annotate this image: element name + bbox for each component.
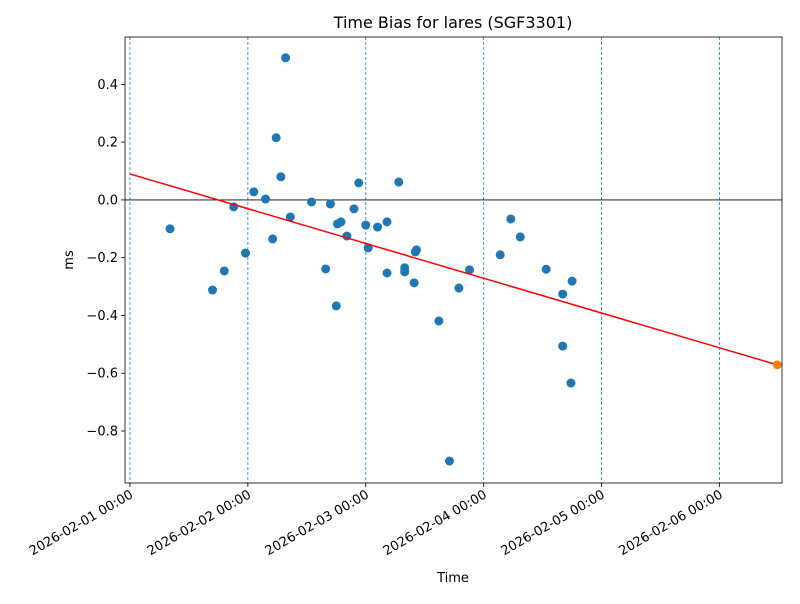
data-point [454,283,464,293]
x-tick-label: 2026-02-06 00:00 [617,487,726,559]
data-point [558,289,568,299]
y-tick-label: −0.6 [86,367,118,382]
y-tick-label: −0.8 [86,425,118,440]
y-axis-label: ms [62,250,77,270]
data-point [331,301,341,311]
data-point [325,199,335,209]
x-tick-label: 2026-02-02 00:00 [145,487,254,559]
x-tick-label: 2026-02-03 00:00 [263,487,372,559]
data-point [382,217,392,227]
data-point [567,276,577,286]
data-point [400,267,410,277]
data-point [219,266,229,276]
fit-line [129,173,778,366]
y-tick-label: 0.0 [97,193,118,208]
data-point [241,248,251,258]
data-point [276,172,286,182]
data-point [271,133,281,143]
y-tick-label: 0.4 [97,78,118,93]
x-tick-label: 2026-02-05 00:00 [499,487,608,559]
data-point [495,250,505,260]
data-point [207,285,217,295]
axes-frame [124,36,783,484]
x-axis-label: Time [436,571,469,586]
data-point [566,378,576,388]
chart-title: Time Bias for lares (SGF3301) [333,13,573,32]
x-tick-label: 2026-02-01 00:00 [27,487,136,559]
data-point [394,177,404,187]
prediction-point [772,360,782,370]
data-point [261,194,271,204]
data-point [321,264,331,274]
data-point [411,245,421,255]
data-point [361,220,371,230]
data-point [515,232,525,242]
data-point [373,222,383,232]
data-point [541,264,551,274]
data-point [165,224,175,234]
data-point [444,456,454,466]
data-point [434,316,444,326]
x-tick-label: 2026-02-04 00:00 [381,487,490,559]
data-point [558,341,568,351]
data-point [285,212,295,222]
data-point [349,204,359,214]
plot-inner [125,37,782,483]
data-point [281,53,291,63]
data-point [307,197,317,207]
y-tick-label: −0.4 [86,309,118,324]
data-point [506,214,516,224]
data-point [336,217,346,227]
plot-area: 2026-02-01 00:00 2026-02-02 00:00 2026-02-… [27,36,783,559]
y-tick-label: −0.2 [86,251,118,266]
data-point [465,265,475,275]
y-tick-label: 0.2 [97,136,118,151]
data-point [354,178,364,188]
data-point [249,187,259,197]
data-point [409,278,419,288]
data-point [382,268,392,278]
data-point [268,234,278,244]
